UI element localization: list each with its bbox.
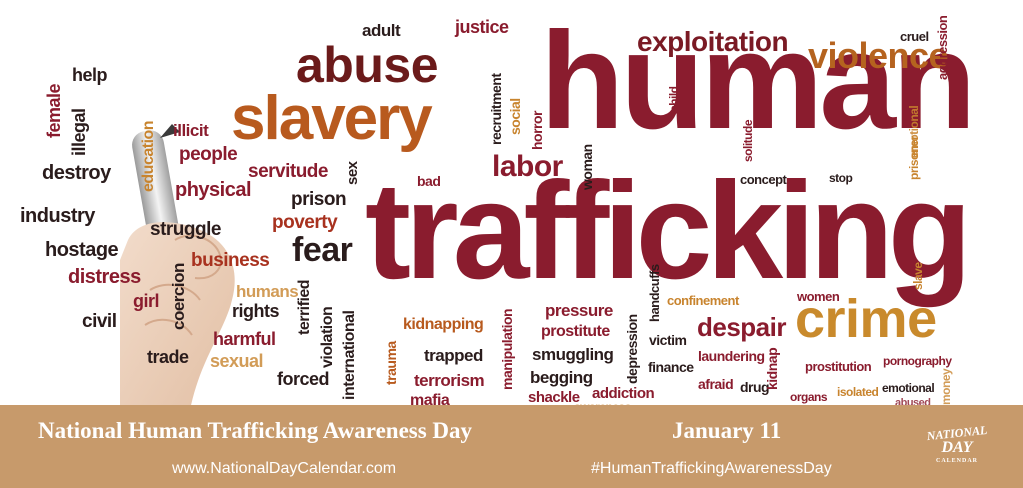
word-addiction: addiction bbox=[592, 385, 655, 402]
word-girl: girl bbox=[133, 291, 160, 311]
word-depression: depression bbox=[624, 314, 640, 384]
word-pressure: pressure bbox=[545, 301, 613, 320]
word-humans: humans bbox=[236, 282, 299, 301]
word-horror: horror bbox=[529, 111, 545, 150]
word-violence: violence bbox=[808, 35, 949, 76]
word-cruel: cruel bbox=[900, 29, 929, 44]
word-trade: trade bbox=[147, 347, 189, 367]
word-trauma: trauma bbox=[383, 341, 399, 385]
word-prostitute: prostitute bbox=[541, 323, 610, 340]
national-day-calendar-logo: NATIONAL DAY CALENDAR bbox=[918, 423, 996, 473]
word-organs: organs bbox=[790, 390, 828, 404]
word-crime: crime bbox=[795, 289, 937, 349]
word-money: money bbox=[939, 368, 953, 405]
word-prostitution: prostitution bbox=[805, 359, 872, 374]
word-finance: finance bbox=[648, 359, 694, 375]
website-link[interactable]: www.NationalDayCalendar.com bbox=[172, 460, 397, 477]
word-cloud: human trafficking abuse slavery exploita… bbox=[20, 4, 977, 406]
word-servitude: servitude bbox=[248, 161, 328, 182]
word-illegal: illegal bbox=[69, 108, 89, 156]
word-distress: distress bbox=[68, 266, 141, 288]
word-woman: woman bbox=[579, 144, 595, 190]
word-awareness: awareness bbox=[574, 401, 631, 405]
word-destroy: destroy bbox=[42, 162, 111, 184]
event-title: National Human Trafficking Awareness Day bbox=[38, 418, 473, 443]
word-slavery: slavery bbox=[231, 84, 433, 153]
word-handcuffs: handcuffs bbox=[647, 264, 662, 322]
word-help: help bbox=[72, 65, 108, 85]
word-hostage: hostage bbox=[45, 239, 119, 261]
word-pornography: pornography bbox=[883, 354, 952, 368]
word-mafia: mafia bbox=[410, 392, 450, 406]
word-physical: physical bbox=[175, 179, 252, 201]
word-social: social bbox=[507, 98, 523, 135]
word-civil: civil bbox=[82, 311, 117, 332]
word-child: child bbox=[667, 86, 681, 112]
logo-line-day: DAY bbox=[941, 439, 973, 456]
word-drug: drug bbox=[740, 379, 770, 395]
word-fear: fear bbox=[292, 231, 353, 269]
word-confinement: confinement bbox=[667, 293, 739, 308]
word-begging: begging bbox=[530, 368, 593, 387]
word-adult: adult bbox=[362, 21, 401, 40]
word-sexual: sexual bbox=[210, 351, 264, 371]
word-violation: violation bbox=[319, 306, 336, 368]
word-people: people bbox=[179, 144, 238, 165]
word-education: education bbox=[140, 120, 157, 192]
headline-human: human bbox=[540, 4, 976, 158]
word-rights: rights bbox=[232, 301, 280, 321]
word-emotional: emotional bbox=[882, 381, 935, 395]
word-women: women bbox=[797, 289, 840, 304]
word-trapped: trapped bbox=[424, 346, 483, 365]
word-victim: victim bbox=[649, 332, 687, 348]
hand-with-marker-image bbox=[120, 124, 235, 405]
word-despair: despair bbox=[697, 312, 787, 342]
word-poverty: poverty bbox=[272, 212, 338, 233]
word-exploitation: exploitation bbox=[637, 26, 789, 57]
word-forced: forced bbox=[277, 369, 330, 389]
word-recruitment: recruitment bbox=[488, 73, 504, 145]
word-isolated: isolated bbox=[837, 385, 879, 399]
word-abused: abused bbox=[895, 397, 931, 406]
word-struggle: struggle bbox=[150, 219, 221, 240]
word-aggression: aggression bbox=[935, 15, 950, 80]
word-stop: stop bbox=[829, 171, 853, 185]
word-coercion: coercion bbox=[169, 263, 188, 330]
word-afraid: afraid bbox=[698, 376, 734, 392]
word-industry: industry bbox=[20, 205, 95, 227]
word-abuse: abuse bbox=[296, 37, 439, 93]
word-bad: bad bbox=[417, 173, 441, 189]
word-terrorism: terrorism bbox=[414, 371, 485, 390]
word-prison: prison bbox=[291, 189, 347, 210]
word-business: business bbox=[191, 250, 270, 271]
hashtag: #HumanTraffickingAwarenessDay bbox=[591, 460, 832, 477]
logo-line-calendar: CALENDAR bbox=[935, 458, 978, 464]
footer-banner: National Human Trafficking Awareness Day… bbox=[0, 405, 1023, 488]
word-manipulation: manipulation bbox=[499, 308, 515, 390]
word-kidnapping: kidnapping bbox=[403, 316, 484, 333]
word-illicit: illicit bbox=[173, 121, 209, 140]
headline-trafficking: trafficking bbox=[365, 154, 972, 308]
word-smuggling: smuggling bbox=[532, 345, 614, 364]
word-sex: sex bbox=[344, 161, 361, 185]
word-slave: slave bbox=[911, 262, 925, 290]
word-shackle: shackle bbox=[528, 389, 580, 405]
word-kidnap: kidnap bbox=[764, 347, 780, 390]
word-emotional-top: emotional bbox=[907, 105, 921, 158]
word-harmful: harmful bbox=[213, 329, 276, 349]
word-international: international bbox=[341, 310, 358, 400]
event-date: January 11 bbox=[672, 418, 782, 443]
word-laundering: laundering bbox=[698, 348, 765, 364]
word-solitude: solitude bbox=[741, 119, 755, 162]
word-terrified: terrified bbox=[296, 279, 313, 335]
word-female: female bbox=[44, 83, 64, 138]
word-justice: justice bbox=[455, 17, 509, 37]
word-concept: concept bbox=[740, 172, 787, 187]
word-labor: labor bbox=[492, 150, 563, 183]
